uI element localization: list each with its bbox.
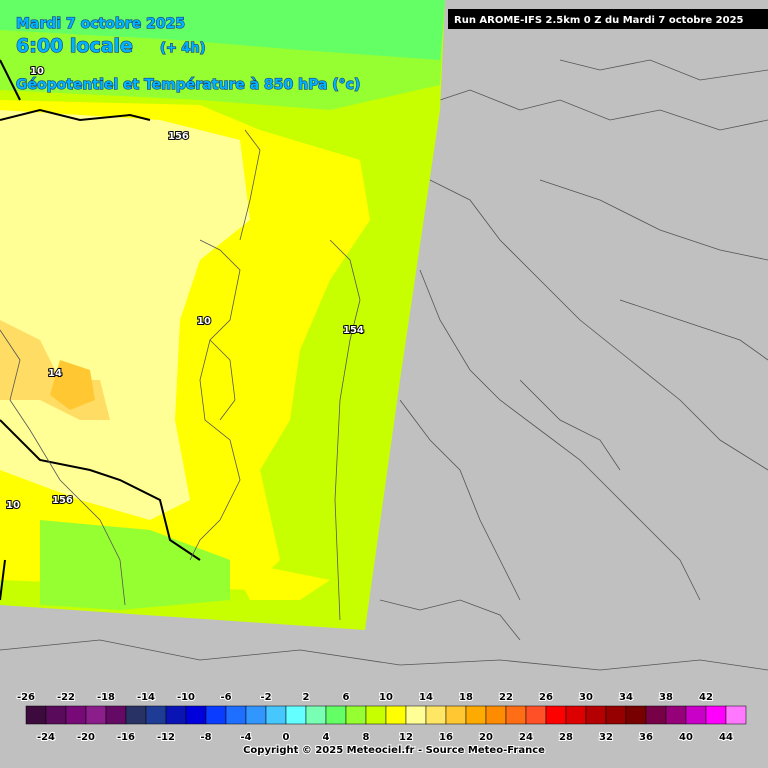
- legend-swatch: [385, 705, 407, 725]
- time: 6:00 locale: [16, 35, 133, 57]
- contour-label: 10: [6, 500, 20, 511]
- legend-label: 16: [439, 732, 453, 743]
- legend-swatch: [565, 705, 587, 725]
- legend-label: 0: [283, 732, 290, 743]
- legend-swatch: [685, 705, 707, 725]
- legend-label: -14: [137, 692, 155, 703]
- run-box: [448, 9, 768, 29]
- legend-swatch: [105, 705, 127, 725]
- legend-swatch: [325, 705, 347, 725]
- legend-label: 40: [679, 732, 693, 743]
- legend-swatch: [525, 705, 547, 725]
- legend-swatch: [665, 705, 687, 725]
- legend-label: 24: [519, 732, 533, 743]
- time-offset: (+ 4h): [160, 41, 206, 56]
- legend-swatch: [505, 705, 527, 725]
- field-title: Géopotentiel et Température à 850 hPa (°…: [16, 77, 360, 93]
- legend-swatch: [245, 705, 267, 725]
- legend-label: -16: [117, 732, 135, 743]
- legend-label: 28: [559, 732, 573, 743]
- legend-label: 8: [363, 732, 370, 743]
- legend-swatch: [125, 705, 147, 725]
- legend-label: -4: [240, 732, 251, 743]
- legend-swatch: [445, 705, 467, 725]
- legend-label: 4: [323, 732, 330, 743]
- legend-label: -8: [200, 732, 211, 743]
- legend-label: -26: [17, 692, 35, 703]
- legend-swatch: [165, 705, 187, 725]
- legend-swatch: [465, 705, 487, 725]
- legend-label: 20: [479, 732, 493, 743]
- legend-label: 18: [459, 692, 473, 703]
- legend-label: -20: [77, 732, 95, 743]
- legend-label: 38: [659, 692, 673, 703]
- legend-label: -10: [177, 692, 195, 703]
- legend-swatch: [25, 705, 47, 725]
- legend-swatch: [425, 705, 447, 725]
- date: Mardi 7 octobre 2025: [16, 16, 185, 32]
- legend-swatch: [545, 705, 567, 725]
- legend-label: 32: [599, 732, 613, 743]
- legend-swatch: [365, 705, 387, 725]
- legend-swatch: [585, 705, 607, 725]
- model-domain: [0, 0, 445, 630]
- legend-label: 30: [579, 692, 593, 703]
- legend-label: 34: [619, 692, 633, 703]
- legend-swatch: [405, 705, 427, 725]
- color-legend: -26-24-22-20-18-16-14-12-10-8-6-4-202468…: [16, 691, 747, 744]
- legend-label: 26: [539, 692, 553, 703]
- legend-label: 14: [419, 692, 433, 703]
- legend-swatch: [205, 705, 227, 725]
- contour-label: 154: [343, 325, 364, 336]
- legend-swatch: [145, 705, 167, 725]
- legend-label: 10: [379, 692, 393, 703]
- legend-swatch: [265, 705, 287, 725]
- contour-label: 10: [30, 66, 44, 77]
- coastlines: [0, 59, 361, 621]
- legend-swatch: [45, 705, 67, 725]
- legend-label: -12: [157, 732, 175, 743]
- contour-label: 10: [197, 316, 211, 327]
- legend-swatch: [605, 705, 627, 725]
- legend-swatch: [725, 705, 747, 725]
- legend-swatch: [285, 705, 307, 725]
- legend-swatch: [645, 705, 667, 725]
- legend-swatch: [85, 705, 107, 725]
- legend-swatch: [345, 705, 367, 725]
- legend-label: -24: [37, 732, 55, 743]
- legend-label: -2: [260, 692, 271, 703]
- legend-swatch: [305, 705, 327, 725]
- legend-label: -6: [220, 692, 231, 703]
- legend-swatch: [65, 705, 87, 725]
- land-borders: [0, 59, 768, 671]
- legend-swatch: [185, 705, 207, 725]
- legend-label: 42: [699, 692, 713, 703]
- legend-label: 44: [719, 732, 733, 743]
- legend-label: 6: [343, 692, 350, 703]
- legend-label: -18: [97, 692, 115, 703]
- legend-label: 2: [303, 692, 310, 703]
- legend-swatch: [705, 705, 727, 725]
- legend-label: -22: [57, 692, 75, 703]
- legend-swatch: [625, 705, 647, 725]
- legend-swatch: [225, 705, 247, 725]
- contour-label: 156: [52, 495, 73, 506]
- copyright: Copyright © 2025 Meteociel.fr - Source M…: [243, 745, 545, 756]
- contour-label: 156: [168, 131, 189, 142]
- legend-label: 12: [399, 732, 413, 743]
- legend-label: 22: [499, 692, 513, 703]
- run-info: Run AROME-IFS 2.5km 0 Z du Mardi 7 octob…: [454, 15, 744, 26]
- contour-label: 14: [48, 368, 62, 379]
- legend-label: 36: [639, 732, 653, 743]
- legend-swatch: [485, 705, 507, 725]
